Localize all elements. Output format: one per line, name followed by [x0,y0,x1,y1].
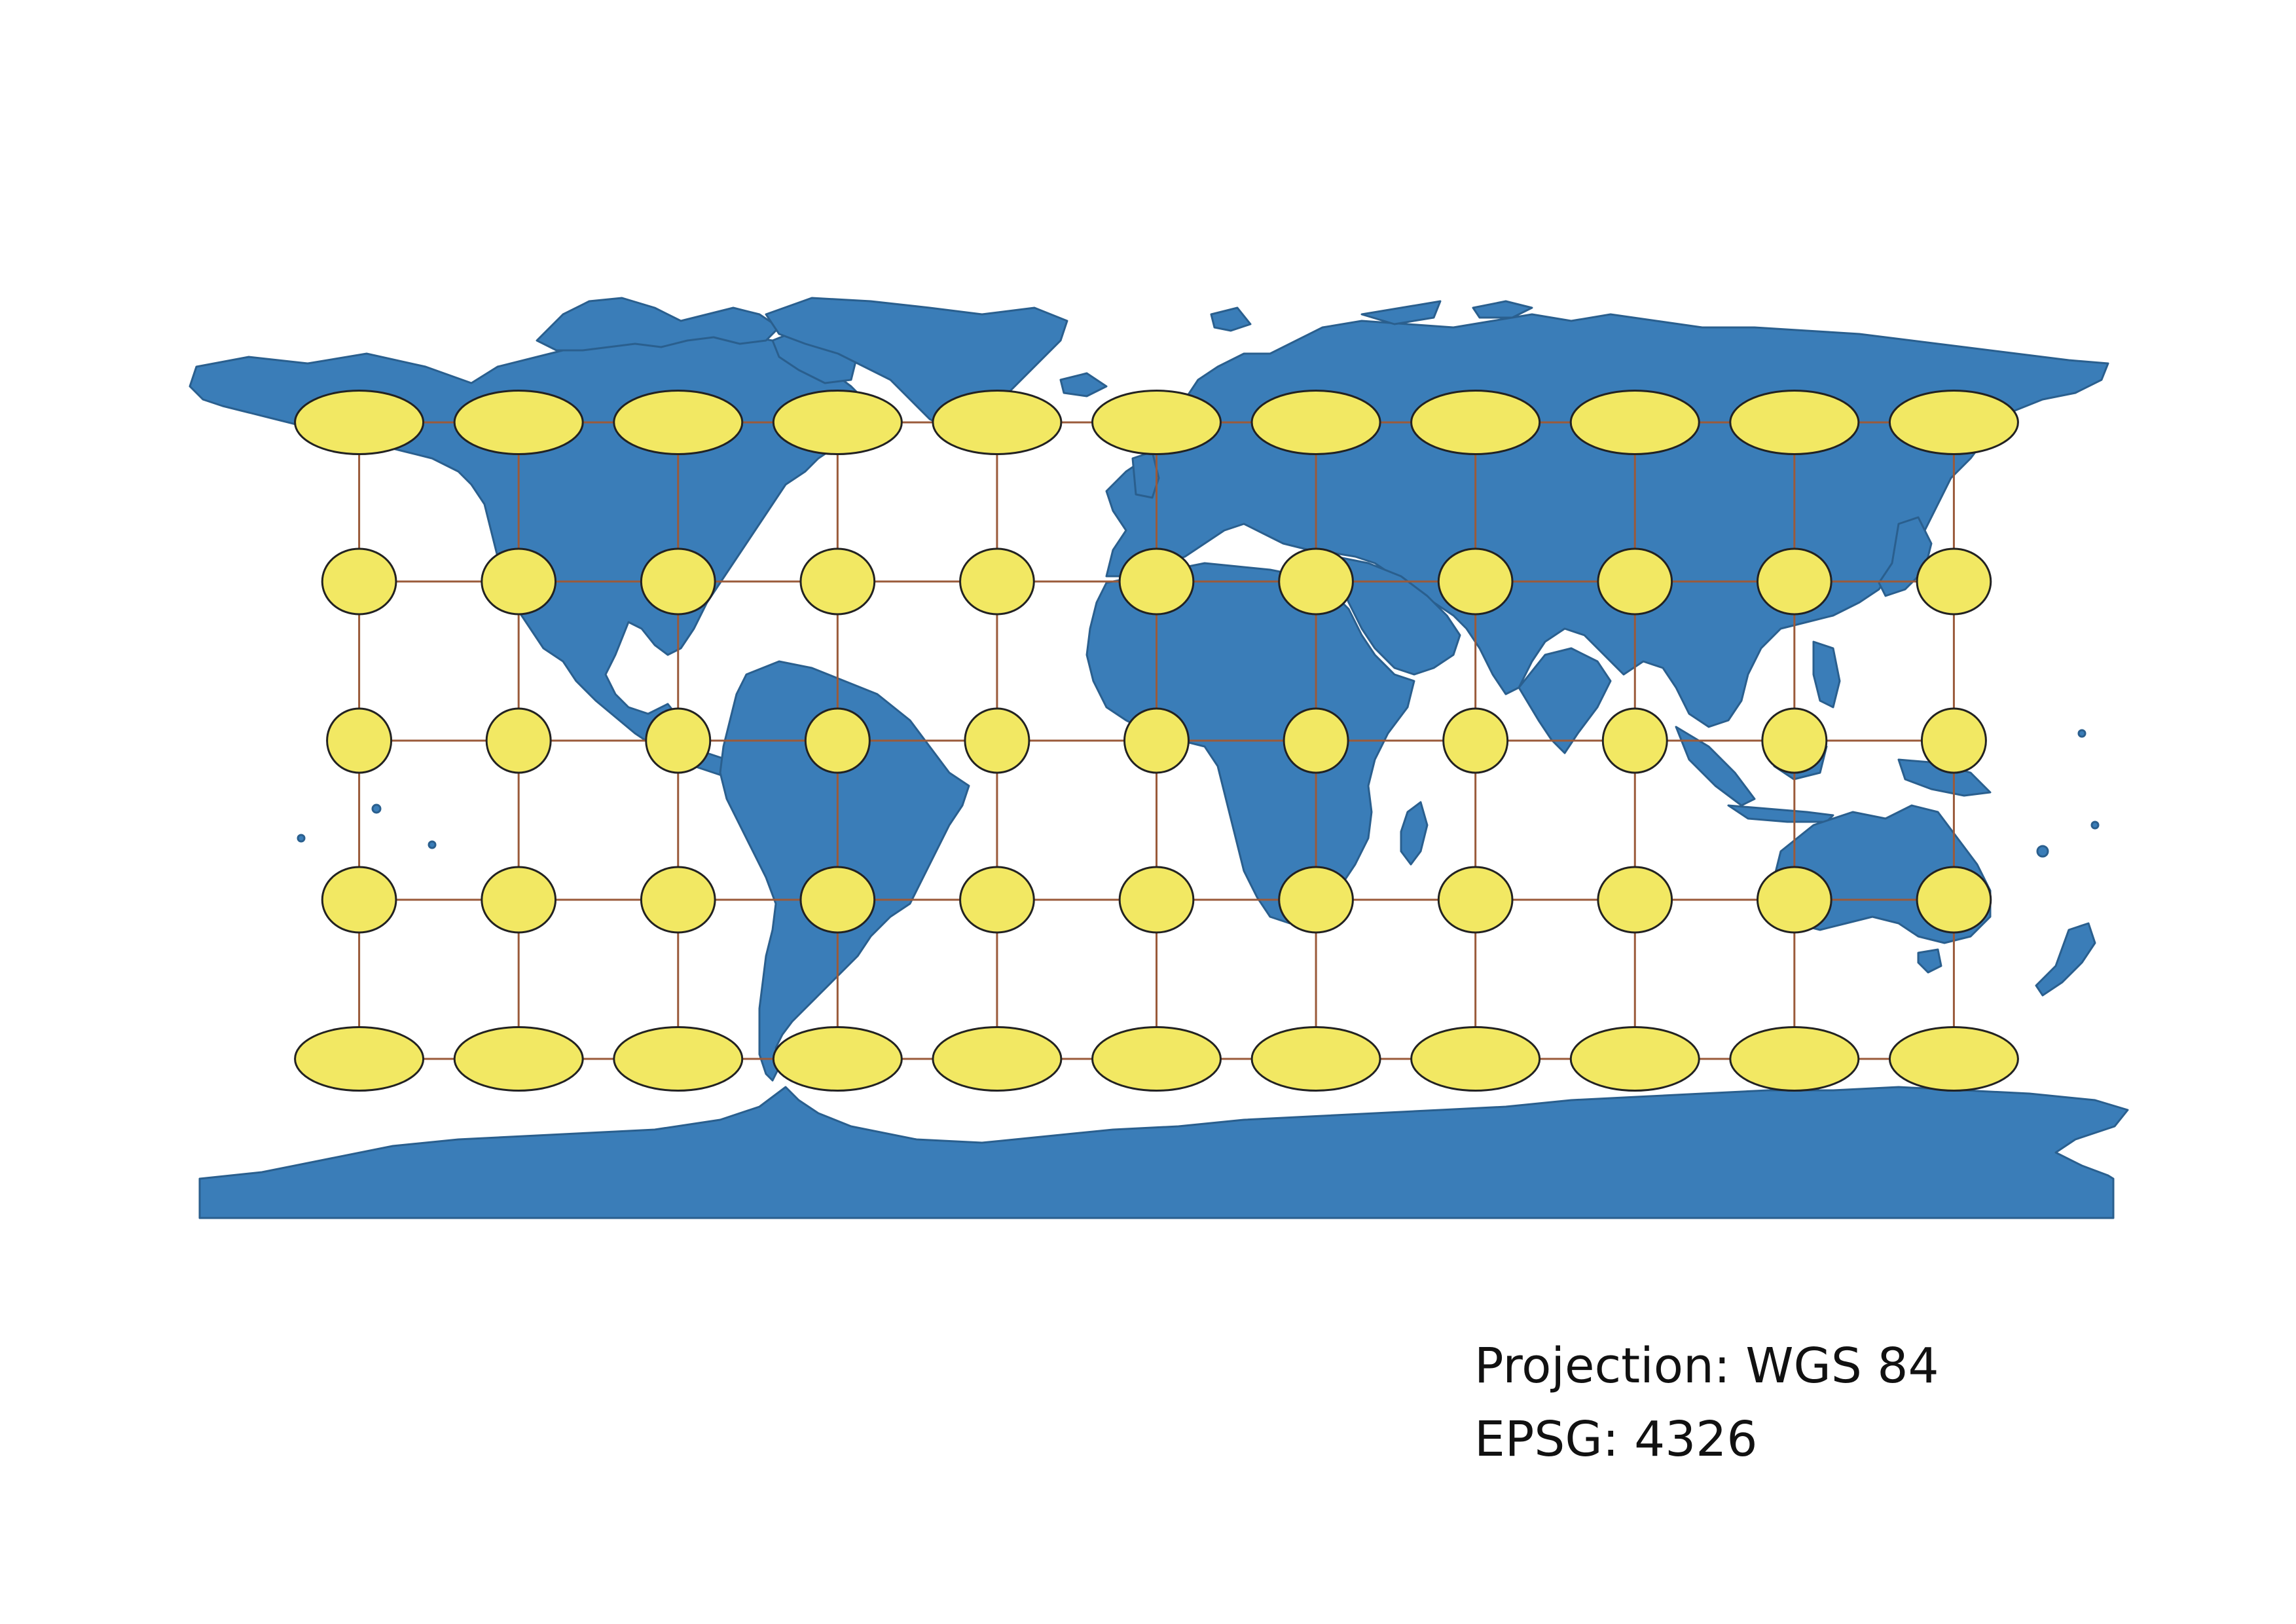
land-arabian-peninsula [1334,555,1461,676]
tissot-ellipse [1756,547,1832,616]
tissot-ellipse [1729,389,1860,456]
tissot-ellipse [804,707,871,774]
land-pacific-islet [297,834,306,843]
tissot-ellipse [321,547,397,616]
tissot-ellipse [1916,866,1992,934]
tissot-ellipse [640,547,716,616]
tissot-ellipse [481,547,557,616]
tissot-ellipse [1278,866,1354,934]
tissot-ellipse [1888,389,2019,456]
tissot-indicatrices [294,389,2019,1092]
tissot-ellipse [1437,866,1514,934]
tissot-ellipse [613,1025,744,1092]
land-new-zealand [2035,922,2096,997]
land-philippines [1812,640,1841,709]
land-severnaya-zemlya [1472,300,1533,319]
tissot-ellipse [799,866,876,934]
tissot-ellipse [1916,547,1992,616]
tissot-ellipse [1250,1025,1381,1092]
tissot-ellipse [326,707,393,774]
land-british-isles [1131,451,1160,499]
tissot-ellipse [1410,1025,1541,1092]
projection-legend: Projection: WGS 84 EPSG: 4326 [1474,1329,1939,1476]
tissot-ellipse [485,707,552,774]
tissot-ellipse [1278,547,1354,616]
land-madagascar [1400,801,1429,866]
tissot-ellipse [1123,707,1190,774]
tissot-ellipse [1888,1025,2019,1092]
tissot-ellipse [1597,866,1673,934]
tissot-ellipse [1569,1025,1700,1092]
land-fiji-islands [2036,845,2049,858]
tissot-ellipse [1091,389,1222,456]
tissot-ellipse [1729,1025,1860,1092]
land-iceland [1059,372,1108,397]
tissot-ellipse [1410,389,1541,456]
tissot-ellipse [453,389,584,456]
tissot-ellipse [1920,707,1987,774]
tissot-ellipse [1283,707,1349,774]
tissot-ellipse [959,866,1035,934]
tissot-ellipse [1118,866,1195,934]
land-arctic-archipelago [536,297,780,352]
land-pacific-islet [2077,729,2086,738]
land-indian-subcontinent [1518,647,1612,754]
land-pacific-islet [428,840,437,849]
land-pacific-islet [2090,821,2100,830]
tissot-ellipse [772,389,903,456]
epsg-label: EPSG: 4326 [1474,1411,1758,1467]
tissot-ellipse [453,1025,584,1092]
tissot-ellipse [932,389,1063,456]
land-java [1727,804,1834,823]
tissot-ellipse [959,547,1035,616]
projection-label: Projection: WGS 84 [1474,1338,1939,1394]
tissot-ellipse [1091,1025,1222,1092]
tissot-ellipse [481,866,557,934]
tissot-ellipse [799,547,876,616]
tissot-ellipse [294,389,425,456]
tissot-ellipse [1761,707,1828,774]
land-sumatra [1675,726,1756,807]
tissot-ellipse [1569,389,1700,456]
tissot-ellipse [1437,547,1514,616]
tissot-ellipse [1756,866,1832,934]
tissot-ellipse [321,866,397,934]
tissot-ellipse [640,866,716,934]
tissot-ellipse [645,707,712,774]
tissot-ellipse [1250,389,1381,456]
tissot-ellipse [1442,707,1509,774]
land-antarctica [198,1086,2129,1219]
tissot-ellipse [1601,707,1668,774]
land-svalbard [1210,306,1252,332]
tissot-ellipse [1597,547,1673,616]
land-novaya-zemlya [1360,300,1442,325]
land-tasmania [1917,948,1942,974]
land-hawaii-islands [371,803,382,814]
tissot-ellipse [772,1025,903,1092]
tissot-ellipse [294,1025,425,1092]
tissot-ellipse [1118,547,1195,616]
tissot-ellipse [613,389,744,456]
tissot-ellipse [932,1025,1063,1092]
tissot-ellipse [964,707,1030,774]
